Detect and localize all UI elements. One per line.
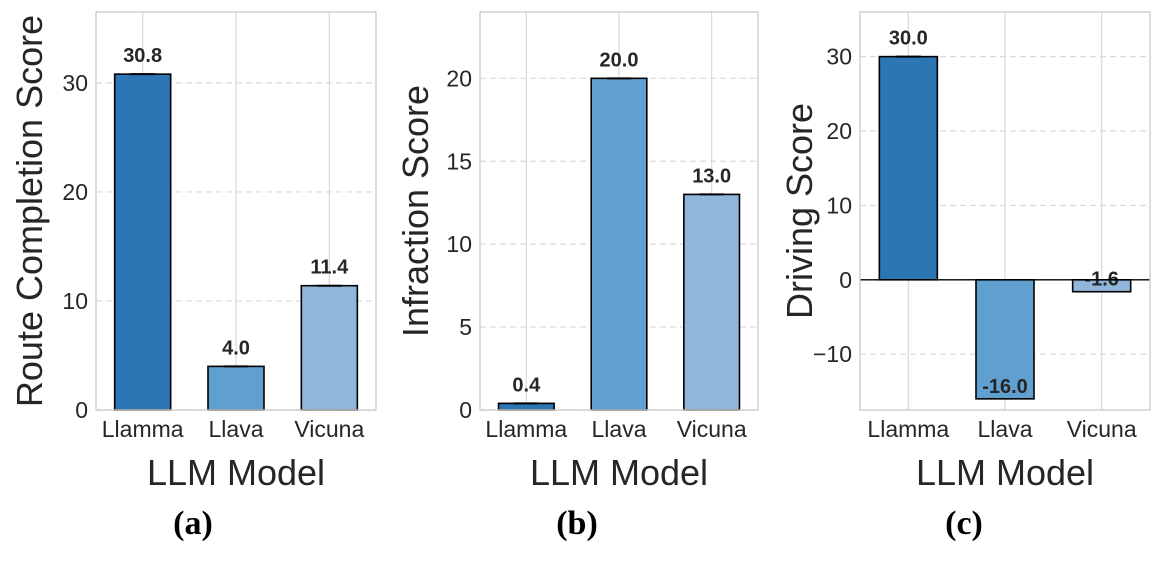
y-axis-label: Driving Score bbox=[779, 103, 820, 319]
y-tick-label: 20 bbox=[826, 118, 852, 144]
x-tick-label: Llava bbox=[209, 416, 264, 442]
x-tick-label: Vicuna bbox=[294, 416, 364, 442]
bar-value-label: 13.0 bbox=[692, 165, 731, 187]
bar-vicuna bbox=[683, 193, 741, 411]
y-tick-label: 0 bbox=[839, 267, 852, 293]
bar-value-label: 20.0 bbox=[600, 49, 639, 71]
x-tick-label: Llava bbox=[592, 416, 647, 442]
y-tick-label: 30 bbox=[826, 44, 852, 70]
plot-frame bbox=[479, 11, 759, 411]
x-tick-label: Llamma bbox=[867, 416, 949, 442]
plot-frame bbox=[95, 11, 377, 411]
y-tick-label: 10 bbox=[826, 192, 852, 218]
panel-label: (b) bbox=[556, 505, 598, 542]
bar-value-label: 30.8 bbox=[123, 45, 162, 67]
y-tick-label: 20 bbox=[62, 179, 88, 205]
chart-panel-c: −10010203030.0Llamma-16.0Llava-1.6Vicuna… bbox=[779, 11, 1151, 542]
y-axis-label: Infraction Score bbox=[395, 85, 436, 337]
x-axis-label: LLM Model bbox=[147, 452, 325, 493]
y-tick-label: −10 bbox=[813, 341, 852, 367]
y-axis-label: Route Completion Score bbox=[9, 15, 50, 407]
bar-vicuna bbox=[300, 284, 359, 411]
bar-llava bbox=[975, 279, 1035, 400]
bar-value-label: 30.0 bbox=[889, 28, 928, 50]
chart-panel-a: 0 10 20 30 30.8 Llamma 4.0 Llava 11.4 Vicuna Route… bbox=[9, 11, 377, 542]
plot-frame bbox=[859, 11, 1151, 411]
bar-llava bbox=[207, 365, 265, 411]
bar-value-label: 11.4 bbox=[310, 257, 349, 279]
x-tick-label: Vicuna bbox=[677, 416, 747, 442]
bar-llamma bbox=[878, 55, 939, 281]
y-tick-label: 10 bbox=[62, 288, 88, 314]
x-tick-label: Llava bbox=[978, 416, 1033, 442]
x-tick-label: Llamma bbox=[102, 416, 184, 442]
bar-llava bbox=[590, 77, 648, 411]
panel-label: (a) bbox=[173, 505, 213, 542]
x-axis-label: LLM Model bbox=[916, 452, 1094, 493]
x-tick-label: Llamma bbox=[485, 416, 567, 442]
panel-label: (c) bbox=[945, 505, 983, 542]
bar-value-label: -16.0 bbox=[982, 376, 1028, 398]
y-tick-label: 15 bbox=[446, 148, 472, 174]
y-tick-label: 0 bbox=[75, 397, 88, 423]
x-tick-label: Vicuna bbox=[1067, 416, 1137, 442]
chart-panel-b: 0 5 10 15 20 0.4 Llamma 20.0 Llava 13.0 Vicuna Infr… bbox=[395, 11, 759, 542]
y-tick-label: 0 bbox=[459, 397, 472, 423]
y-tick-label: 5 bbox=[459, 314, 472, 340]
y-tick-label: 30 bbox=[62, 70, 88, 96]
y-tick-label: 20 bbox=[446, 65, 472, 91]
bar-value-label: 0.4 bbox=[512, 374, 541, 396]
bar-llamma bbox=[113, 73, 172, 411]
y-tick-label: 10 bbox=[446, 231, 472, 257]
x-axis-label: LLM Model bbox=[530, 452, 708, 493]
bar-value-label: 4.0 bbox=[222, 337, 250, 359]
